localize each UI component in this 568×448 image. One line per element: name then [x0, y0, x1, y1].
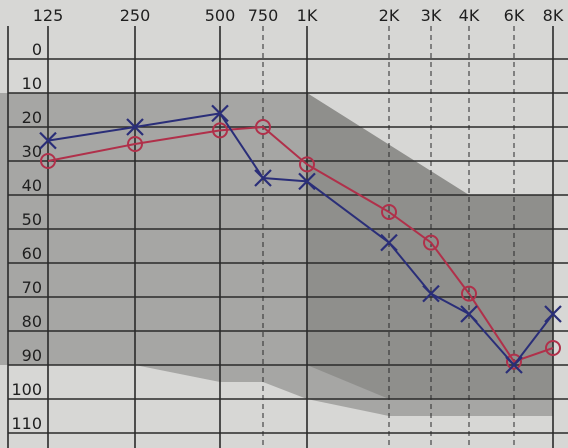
data-point-circle-3000	[423, 234, 439, 251]
data-point-cross-4000	[460, 305, 478, 323]
y-tick-label-110: 110	[11, 414, 42, 433]
y-tick-label-50: 50	[22, 210, 42, 229]
x-tick-label-4K: 4K	[459, 6, 480, 25]
x-tick-label-500: 500	[205, 6, 236, 25]
data-point-circle-125	[40, 153, 56, 169]
data-point-circle-6000	[506, 353, 522, 370]
data-point-cross-8000	[544, 305, 562, 323]
x-tick-labels: 125 250 500 750 1K 2K 3K 4K 6K 8K	[33, 6, 564, 25]
y-tick-label-20: 20	[22, 108, 42, 127]
y-tick-label-80: 80	[22, 312, 42, 331]
data-point-cross-125	[39, 131, 57, 150]
x-tick-label-750: 750	[248, 6, 279, 25]
y-tick-label-60: 60	[22, 244, 42, 263]
y-tick-label-100: 100	[11, 380, 42, 399]
chart-series	[39, 104, 562, 374]
y-tick-label-70: 70	[22, 278, 42, 297]
x-tick-label-2K: 2K	[379, 6, 400, 25]
series-line-circle	[47, 126, 554, 363]
y-tick-label-30: 30	[22, 142, 42, 161]
y-tick-labels: 0 10 20 30 40 50 60 70 80 90 100 110	[11, 40, 42, 433]
speech-banana-region	[307, 93, 553, 399]
x-tick-label-1K: 1K	[297, 6, 318, 25]
data-point-cross-2000	[380, 233, 398, 252]
data-point-cross-750	[254, 169, 272, 187]
series-line-cross	[47, 112, 554, 366]
data-point-circle-250	[127, 136, 143, 152]
x-tick-label-250: 250	[120, 6, 151, 25]
shaded-regions	[0, 93, 553, 416]
data-point-circle-750	[255, 119, 271, 135]
data-point-cross-1000	[298, 172, 316, 191]
data-point-circle-1000	[299, 156, 315, 173]
x-tick-label-6K: 6K	[504, 6, 525, 25]
data-point-cross-250	[126, 118, 144, 136]
data-point-circle-8000	[545, 340, 561, 356]
data-point-cross-3000	[422, 284, 440, 303]
y-tick-label-10: 10	[22, 74, 42, 93]
y-tick-label-0: 0	[32, 40, 42, 59]
data-point-circle-500	[212, 122, 228, 139]
data-point-cross-500	[211, 104, 229, 123]
x-tick-label-125: 125	[33, 6, 64, 25]
x-tick-label-8K: 8K	[543, 6, 564, 25]
chart-grid	[7, 26, 568, 448]
x-tick-label-3K: 3K	[421, 6, 442, 25]
data-point-cross-6000	[505, 356, 523, 374]
y-tick-label-40: 40	[22, 176, 42, 195]
data-point-circle-2000	[381, 204, 397, 220]
data-point-circle-4000	[461, 285, 477, 302]
y-tick-label-90: 90	[22, 346, 42, 365]
